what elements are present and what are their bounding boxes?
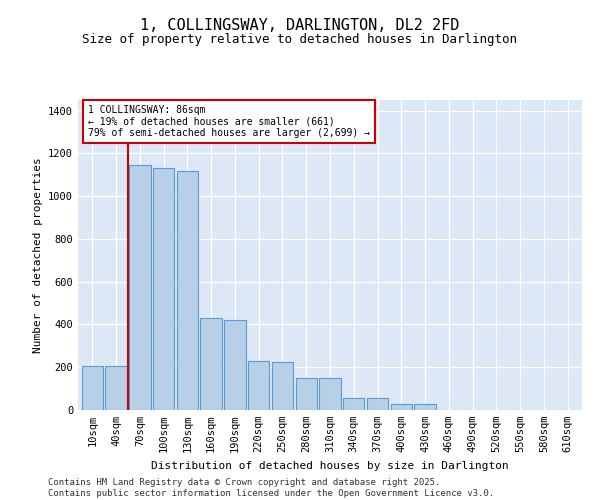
Bar	[129, 165, 151, 410]
Bar	[367, 398, 388, 410]
Y-axis label: Number of detached properties: Number of detached properties	[32, 157, 43, 353]
Bar	[200, 318, 222, 410]
Bar	[415, 404, 436, 410]
Bar	[153, 168, 174, 410]
Bar	[391, 404, 412, 410]
Bar	[106, 366, 127, 410]
Bar	[224, 320, 245, 410]
Bar	[176, 170, 198, 410]
Text: Contains HM Land Registry data © Crown copyright and database right 2025.
Contai: Contains HM Land Registry data © Crown c…	[48, 478, 494, 498]
Text: 1, COLLINGSWAY, DARLINGTON, DL2 2FD: 1, COLLINGSWAY, DARLINGTON, DL2 2FD	[140, 18, 460, 32]
Text: Size of property relative to detached houses in Darlington: Size of property relative to detached ho…	[83, 32, 517, 46]
Bar	[343, 398, 364, 410]
Bar	[272, 362, 293, 410]
Bar	[248, 361, 269, 410]
Bar	[319, 378, 341, 410]
Bar	[82, 366, 103, 410]
Text: 1 COLLINGSWAY: 86sqm
← 19% of detached houses are smaller (661)
79% of semi-deta: 1 COLLINGSWAY: 86sqm ← 19% of detached h…	[88, 104, 370, 138]
X-axis label: Distribution of detached houses by size in Darlington: Distribution of detached houses by size …	[151, 460, 509, 470]
Bar	[296, 378, 317, 410]
